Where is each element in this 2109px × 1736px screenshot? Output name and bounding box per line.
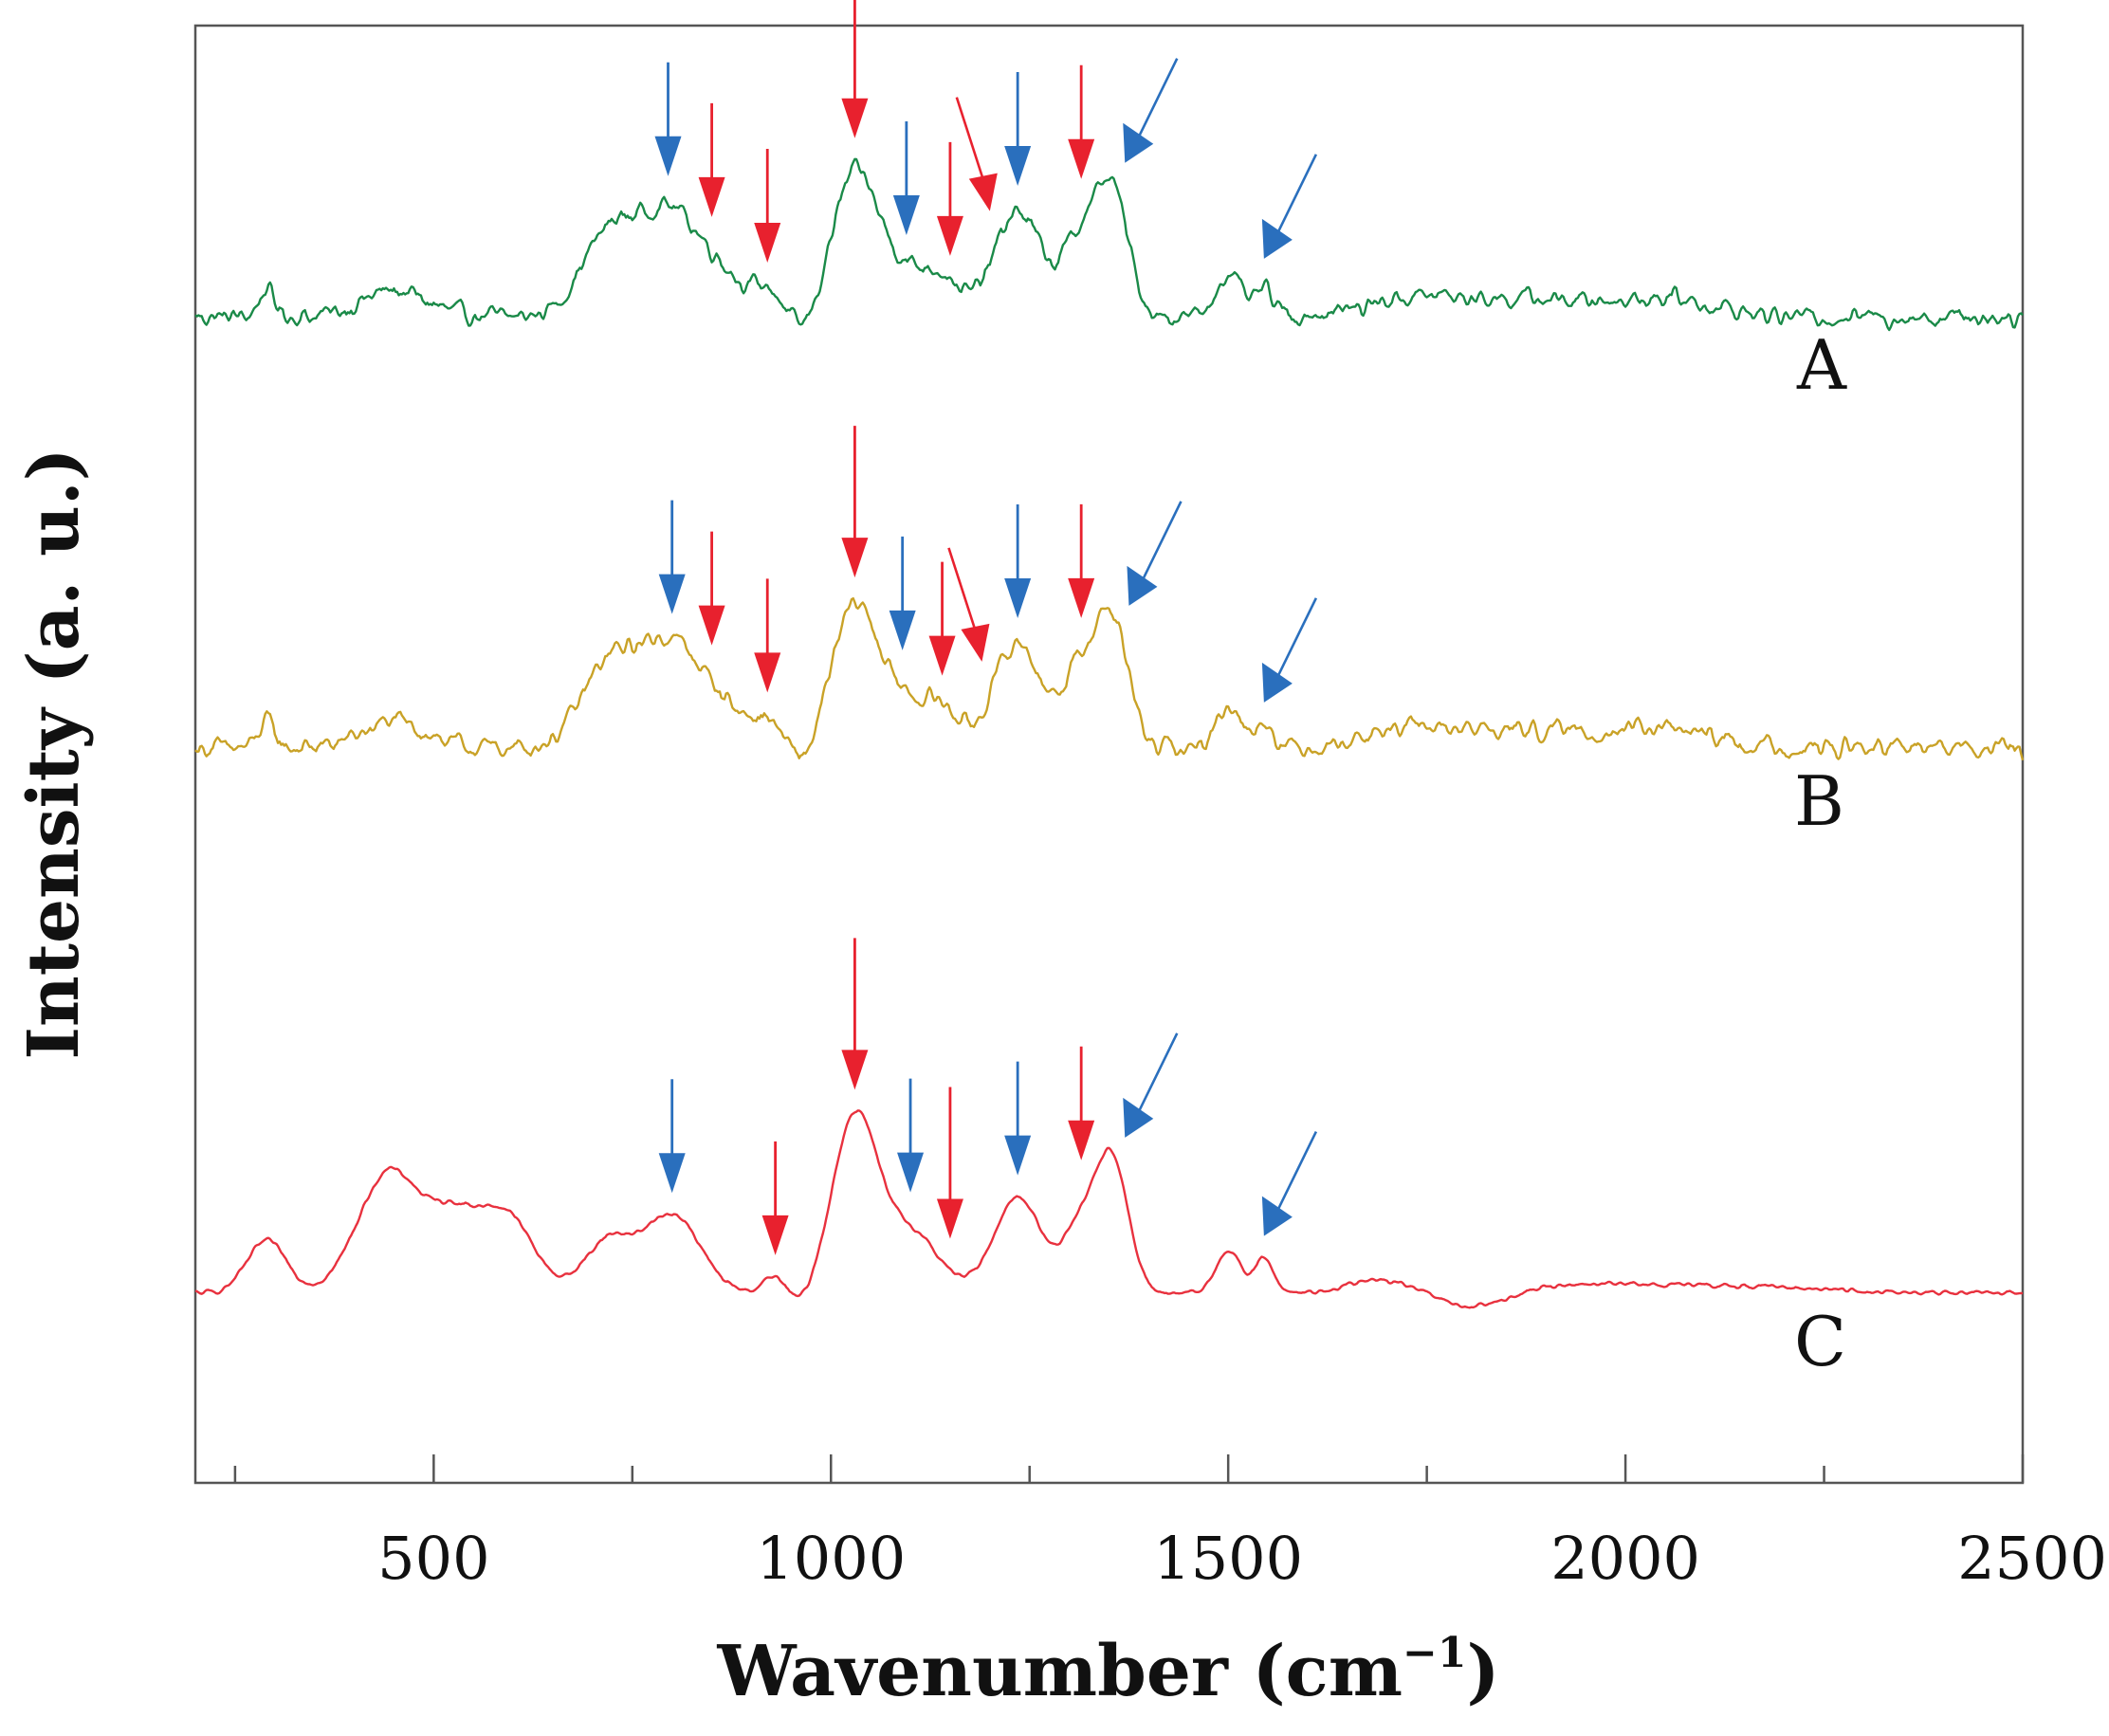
blue-arrow [1261,1131,1318,1236]
blue-arrow [1127,501,1183,606]
red-arrow [761,1141,789,1255]
red-arrow [955,97,998,211]
blue-arrow [1123,58,1179,163]
arrow-annotations [654,0,1318,1255]
blue-arrow [1261,154,1318,259]
x-tick-label: 2000 [1550,1524,1700,1593]
red-arrow [936,141,963,256]
blue-arrow [892,120,920,235]
series-label-A: A [1796,325,1847,405]
blue-arrow [1261,597,1318,703]
series-line-A [194,157,2024,332]
blue-arrow [658,1079,686,1194]
blue-arrow [1004,1061,1032,1176]
red-arrow [1068,503,1095,618]
blue-arrow [1004,71,1032,186]
blue-arrow [654,62,682,176]
red-arrow [928,561,956,676]
red-arrow [754,578,781,693]
red-arrow [841,938,869,1090]
y-axis-title: Intensity (a. u.) [13,448,95,1059]
red-arrow [698,102,725,217]
series-label-B: B [1794,761,1844,841]
x-tick-label: 1500 [1153,1524,1303,1593]
red-arrow [698,531,725,646]
plot-frame [193,24,2025,1485]
blue-arrow [889,536,916,650]
red-arrow [1068,1046,1095,1160]
blue-arrow [897,1078,925,1193]
red-arrow [947,547,990,662]
blue-arrow [658,500,686,614]
series-label-C: C [1794,1302,1846,1381]
series-labels: A B C [1794,325,1847,1381]
x-axis-title: Wavenumber (cm−1) [716,1629,1499,1712]
series-group [194,157,2025,1309]
x-tick-label: 1000 [756,1524,906,1593]
x-tick-labels: 500 1000 1500 2000 2500 [377,1524,2107,1593]
x-tick-label: 500 [377,1524,489,1593]
red-arrow [1068,64,1095,179]
series-line-B [194,596,2025,761]
red-arrow [936,1087,963,1239]
blue-arrow [1004,503,1032,618]
red-arrow [841,0,869,138]
blue-arrow [1123,1032,1179,1138]
series-line-C [194,1109,2024,1309]
x-tick-label: 2500 [1957,1524,2107,1593]
red-arrow [841,426,869,578]
red-arrow [754,148,781,263]
x-ticks [233,1454,2025,1483]
